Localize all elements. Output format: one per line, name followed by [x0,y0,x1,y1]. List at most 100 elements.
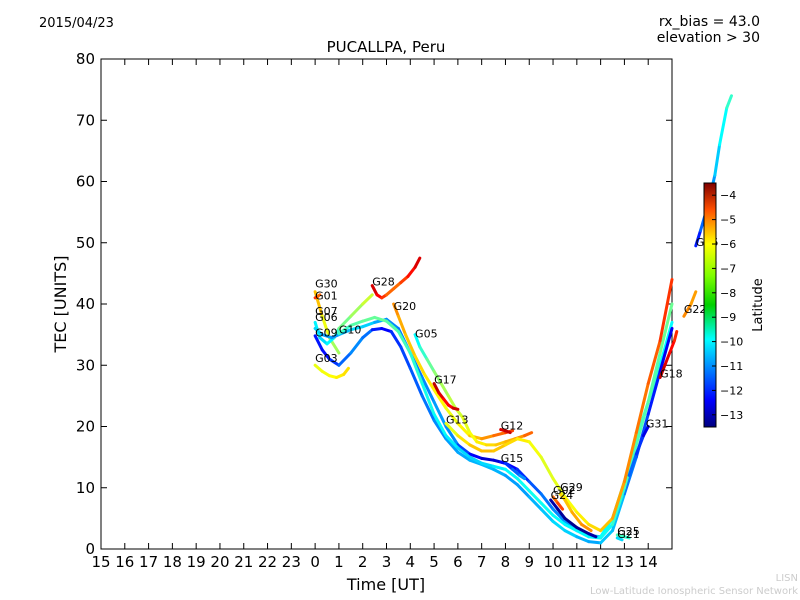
tec-segment-g10 [492,464,507,471]
x-tick-label: 12 [591,553,610,571]
tec-segment-g09 [551,519,567,533]
tec-segment-g22 [689,290,698,306]
tec-segment-g24 [556,507,567,520]
satellite-label-g15: G15 [501,452,524,465]
tec-segment-g13 [587,523,603,533]
tec-segment-g24 [563,516,579,530]
tec-segment-g09 [389,330,403,349]
axis-ticks: 15 16 17 18 19 20 21 22 23 0 1 2 3 4 5 6 7 8 9 10 11 12 13 1401… [76,50,672,571]
tec-segment-g24 [549,498,560,511]
x-tick-label: 6 [453,553,463,571]
x-tick-label: 5 [429,553,439,571]
tec-segment-g15 [503,461,515,471]
x-tick-label: 20 [210,553,229,571]
satellite-label-g10: G10 [339,323,362,336]
tec-segment-g13 [634,382,650,435]
tec-segment-g28 [385,287,396,297]
tec-segment-g13 [563,495,579,514]
tec-segment-g26 [713,143,722,177]
tec-segment-g09 [380,327,393,334]
elevation-label: elevation > 30 [656,30,760,46]
y-axis-label: TEC [UNITS] [51,256,70,354]
tec-segment-g10 [456,446,472,459]
tec-segment-g13 [575,510,591,526]
tec-segment-g31 [641,425,650,438]
tec-segment-g05 [418,345,429,361]
tec-segment-g05 [494,440,507,447]
tec-segment-g06 [539,492,555,511]
tec-segment-g13 [527,440,543,459]
tec-segment-g31 [627,452,638,477]
tec-segment-g09 [515,483,531,499]
colorbar-tick-label: −6 [720,238,736,251]
tec-segment-g26 [694,229,703,248]
x-tick-label: 14 [639,553,658,571]
colorbar-tick-label: −4 [720,189,736,202]
tec-curves [313,94,733,545]
tec-segment-g28 [399,274,410,285]
tec-segment-g10 [337,323,353,335]
tec-segment-g31 [634,434,645,456]
tec-segment-g28 [370,284,379,297]
tec-segment-g06 [320,333,334,340]
satellite-label-g13: G13 [446,413,469,426]
tec-segment-g10 [373,315,388,323]
tec-segment-g09 [399,345,412,370]
tec-segment-g03 [313,363,324,373]
tec-segment-g10 [551,513,567,526]
tec-segment-g06 [385,317,400,330]
tec-segment-g06 [527,480,543,496]
tec-segment-g18 [668,339,676,355]
rx-bias-label: rx_bias = 43.0 [658,14,760,30]
tec-segment-g10 [599,523,615,540]
satellite-label-g12: G12 [501,420,524,433]
tec-segment-g09 [456,450,472,462]
header-meta: rx_bias = 43.0 elevation > 30 [657,14,760,46]
tec-segment-g09 [563,529,579,539]
x-tick-label: 11 [567,553,586,571]
tec-segment-g13 [646,339,662,386]
x-tick-label: 0 [310,553,320,571]
x-tick-label: 10 [543,553,562,571]
tec-segment-g17 [432,382,441,395]
tec-segment-g25 [622,535,631,540]
colorbar-tick-label: −12 [720,384,743,397]
tec-segment-g06 [456,443,472,456]
tec-segment-g10 [527,489,543,505]
satellite-label-g29: G29 [560,481,583,494]
x-tick-label: 4 [406,553,416,571]
x-tick-label: 23 [282,553,301,571]
tec-segment-g09 [327,357,341,367]
x-tick-label: 2 [358,553,368,571]
tec-segment-g29 [563,498,574,514]
tec-segment-g30 [320,314,331,340]
credit-long: Low-Latitude Ionospheric Sensor Network [590,586,798,597]
x-tick-label: 16 [115,553,134,571]
tec-segment-g09 [646,369,662,416]
tec-segment-g09 [320,348,331,361]
tec-segment-g26 [718,106,729,147]
tec-segment-g20 [456,421,472,438]
tec-segment-g10 [539,501,555,517]
x-tick-label: 8 [501,553,511,571]
tec-segment-g10 [408,351,424,386]
tec-segment-g24 [587,532,598,539]
tec-segment-g18 [672,330,679,343]
tec-segment-g10 [634,400,650,447]
tec-segment-g02 [556,501,565,511]
tec-segment-g09 [444,437,460,454]
y-tick-label: 0 [85,540,95,558]
y-tick-label: 10 [76,479,95,497]
tec-segment-g13 [622,431,638,484]
tec-segment-g10 [361,315,377,323]
tec-segment-g10 [349,319,365,327]
tec-segment-g05 [522,431,534,438]
tec-segment-g10 [563,523,579,533]
tec-segment-g10 [385,319,400,334]
tec-segment-g20 [396,314,408,337]
y-tick-label: 60 [76,173,95,191]
tec-segment-g10 [468,455,484,465]
satellite-label-g21: G21 [617,528,640,541]
tec-segment-g10 [515,477,531,493]
tec-segment-g13 [599,516,615,533]
